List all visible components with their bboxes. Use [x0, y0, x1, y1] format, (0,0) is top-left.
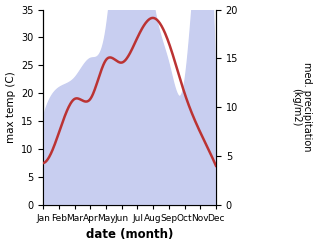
Y-axis label: max temp (C): max temp (C)	[5, 71, 16, 143]
X-axis label: date (month): date (month)	[86, 228, 173, 242]
Y-axis label: med. precipitation
(kg/m2): med. precipitation (kg/m2)	[291, 62, 313, 152]
